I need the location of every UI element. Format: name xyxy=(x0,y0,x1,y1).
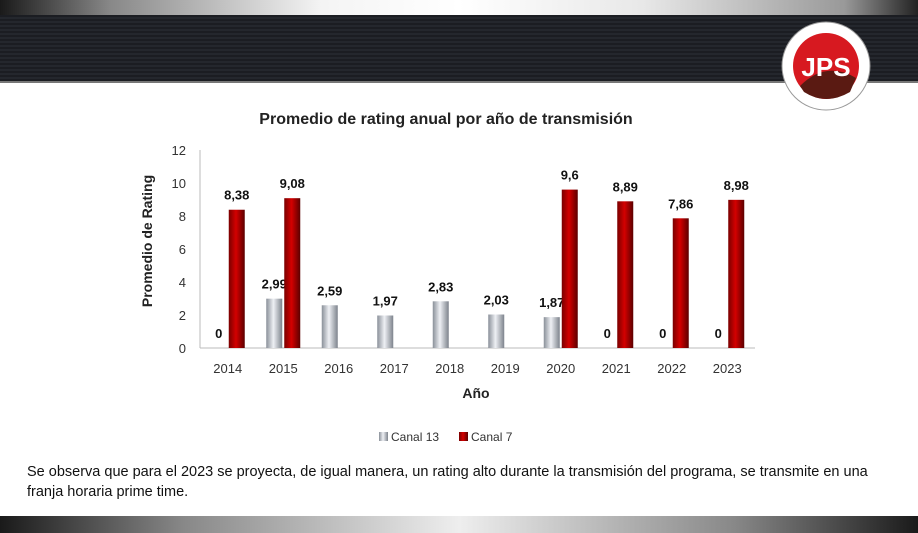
bar-canal-13 xyxy=(266,298,283,348)
x-tick-label: 2018 xyxy=(435,361,464,376)
bar-canal-7 xyxy=(561,189,578,348)
legend-label-canal-7: Canal 7 xyxy=(471,430,513,444)
data-label: 2,83 xyxy=(428,279,453,294)
bar-canal-13 xyxy=(488,314,505,348)
data-label: 2,99 xyxy=(262,277,287,292)
bar-canal-7 xyxy=(672,218,689,348)
data-label: 0 xyxy=(604,326,611,341)
header-gradient-strip xyxy=(0,0,918,15)
data-label: 0 xyxy=(715,326,722,341)
data-label: 1,97 xyxy=(373,293,398,308)
data-label: 7,86 xyxy=(668,196,693,211)
data-label: 8,98 xyxy=(724,178,749,193)
data-label: 9,6 xyxy=(561,168,579,183)
chart-title: Promedio de rating anual por año de tran… xyxy=(259,111,632,128)
svg-text:JPS: JPS xyxy=(801,52,850,82)
bar-canal-7 xyxy=(228,209,245,348)
y-tick-label: 6 xyxy=(179,242,186,257)
bar-canal-13 xyxy=(543,317,560,348)
bar-canal-13 xyxy=(432,301,449,348)
x-axis-label: Año xyxy=(462,385,489,401)
legend-swatch-canal-7 xyxy=(459,432,468,441)
data-label: 9,08 xyxy=(280,176,305,191)
x-tick-label: 2023 xyxy=(713,361,742,376)
data-label: 2,59 xyxy=(317,283,342,298)
data-label: 0 xyxy=(659,326,666,341)
y-tick-label: 10 xyxy=(172,176,186,191)
slide-caption: Se observa que para el 2023 se proyecta,… xyxy=(27,464,868,500)
bar-canal-13 xyxy=(321,305,338,348)
y-tick-label: 0 xyxy=(179,341,186,356)
data-label: 1,87 xyxy=(539,295,564,310)
y-tick-label: 8 xyxy=(179,209,186,224)
x-tick-label: 2019 xyxy=(491,361,520,376)
data-label: 8,89 xyxy=(613,179,638,194)
x-tick-label: 2020 xyxy=(546,361,575,376)
legend-label-canal-13: Canal 13 xyxy=(391,430,439,444)
legend-swatch-canal-13 xyxy=(379,432,388,441)
x-tick-label: 2014 xyxy=(213,361,242,376)
data-label: 0 xyxy=(215,326,222,341)
x-tick-label: 2016 xyxy=(324,361,353,376)
y-tick-label: 12 xyxy=(172,143,186,158)
y-tick-label: 4 xyxy=(179,275,186,290)
footer-band xyxy=(0,516,918,533)
jps-logo: JPS xyxy=(781,21,871,111)
bar-canal-13 xyxy=(377,315,394,348)
x-tick-label: 2021 xyxy=(602,361,631,376)
legend: Canal 13 Canal 7 xyxy=(379,430,513,444)
bar-canal-7 xyxy=(728,199,745,348)
bar-canal-7 xyxy=(284,198,301,348)
y-axis-label: Promedio de Rating xyxy=(139,175,155,307)
data-label: 2,03 xyxy=(484,293,509,308)
data-label: 8,38 xyxy=(224,188,249,203)
header-band xyxy=(0,15,918,83)
x-tick-label: 2015 xyxy=(269,361,298,376)
x-tick-label: 2017 xyxy=(380,361,409,376)
x-tick-label: 2022 xyxy=(657,361,686,376)
bar-canal-7 xyxy=(617,201,634,348)
y-tick-label: 2 xyxy=(179,308,186,323)
